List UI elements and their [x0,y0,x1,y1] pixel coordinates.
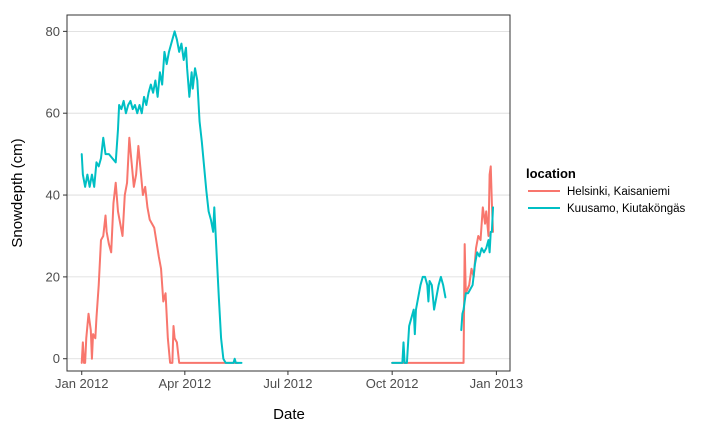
plot-panel-border [66,14,511,372]
series-segment [460,206,495,332]
legend-label: Helsinki, Kaisaniemi [567,186,670,198]
legend-items: Helsinki, Kaisaniemi Kuusamo, Kiutaköngäs [528,186,686,215]
series-segment [391,275,447,364]
x-tick-label: Apr 2012 [158,376,211,391]
x-tick-label: Jan 2013 [470,376,524,391]
series-segment [391,165,495,364]
y-tick-label: 0 [53,351,60,366]
legend-item-2: Kuusamo, Kiutaköngäs [528,203,686,215]
series-line-1 [80,136,495,364]
x-tick-label: Jan 2012 [55,376,109,391]
axis-layer: 0 20 40 60 80 Jan 2012 Apr 2012 Jul 2012 Oct 201… [46,24,524,391]
series-segment [80,136,240,364]
legend-label: Kuusamo, Kiutaköngäs [567,203,686,215]
y-tick-label: 40 [46,188,60,203]
y-axis-title: Snowdepth (cm) [9,138,26,247]
y-tick-label: 80 [46,24,60,39]
legend: location Helsinki, Kaisaniemi Kuusamo, Ki… [526,166,686,215]
x-tick-label: Jul 2012 [263,376,312,391]
series-line-2 [80,30,495,364]
grid-layer [67,30,510,360]
x-tick-label: Oct 2012 [366,376,419,391]
x-axis-title: Date [273,406,305,423]
legend-title: location [526,166,576,181]
series-layer [80,30,495,364]
y-tick-label: 60 [46,106,60,121]
legend-item-1: Helsinki, Kaisaniemi [528,186,670,198]
y-tick-label: 20 [46,269,60,284]
series-segment [80,30,243,364]
